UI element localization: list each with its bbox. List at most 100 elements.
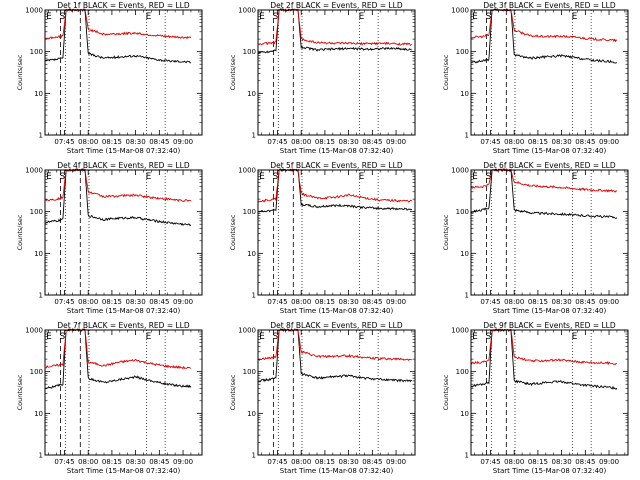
y-tick-label: 1 (465, 132, 469, 140)
x-tick-label: 09:00 (599, 458, 619, 466)
series-line-lld (45, 328, 192, 370)
x-tick-label: 08:45 (362, 138, 382, 146)
y-tick-label: 10 (247, 410, 256, 418)
x-axis-label: Start Time (15-Mar-08 07:32:40) (493, 307, 607, 315)
y-tick-label: 1000 (451, 167, 469, 175)
y-axis-label: Counts/sec (442, 54, 450, 90)
y-tick-label: 1 (465, 452, 469, 460)
event-marker-label: E (359, 12, 365, 22)
x-tick-label: 09:00 (599, 298, 619, 306)
x-tick-label: 08:30 (552, 298, 572, 306)
x-tick-label: 07:45 (480, 458, 500, 466)
chart-title: Det 2f BLACK = Events, RED = LLD (270, 1, 403, 10)
plot-frame (44, 329, 203, 456)
y-axis-label: Counts/sec (229, 214, 237, 250)
x-axis-label: Start Time (15-Mar-08 07:32:40) (67, 307, 181, 315)
event-marker-label: E (359, 332, 365, 342)
x-tick-label: 09:00 (173, 298, 193, 306)
y-axis-label: Counts/sec (442, 214, 450, 250)
series-line-lld (471, 328, 618, 366)
x-tick-label: 07:45 (267, 138, 287, 146)
y-tick-label: 1 (39, 132, 43, 140)
event-marker-label: E (46, 12, 52, 22)
series-line-lld (258, 328, 412, 361)
x-tick-label: 08:45 (575, 298, 595, 306)
x-tick-label: 08:15 (102, 298, 122, 306)
event-marker-label: S (273, 332, 279, 342)
y-tick-label: 1 (252, 132, 256, 140)
event-marker-label: E (146, 332, 152, 342)
event-marker-label: S (486, 12, 492, 22)
event-marker-label: E (46, 332, 52, 342)
chart-title: Det 1f BLACK = Events, RED = LLD (57, 1, 190, 10)
x-tick-label: 08:15 (528, 298, 548, 306)
y-tick-label: 1000 (451, 7, 469, 15)
x-tick-label: 07:45 (54, 298, 74, 306)
event-marker-label: E (259, 172, 265, 182)
series-line-events (471, 8, 618, 64)
series-line-lld (258, 168, 413, 203)
x-tick-label: 08:45 (362, 298, 382, 306)
series-line-events (45, 8, 192, 64)
x-tick-label: 07:45 (54, 458, 74, 466)
y-tick-label: 1000 (451, 327, 469, 335)
event-marker-label: E (572, 332, 578, 342)
x-tick-label: 08:45 (575, 138, 595, 146)
chart-title: Det 9f BLACK = Events, RED = LLD (483, 321, 616, 330)
y-tick-label: 1000 (25, 167, 43, 175)
event-marker-label: E (472, 172, 478, 182)
x-tick-label: 08:45 (575, 458, 595, 466)
x-tick-label: 08:45 (149, 138, 169, 146)
x-tick-label: 08:30 (339, 138, 359, 146)
x-axis-label: Start Time (15-Mar-08 07:32:40) (67, 467, 181, 475)
event-marker-label: S (486, 172, 492, 182)
chart-title: Det 5f BLACK = Events, RED = LLD (270, 161, 403, 170)
y-axis-label: Counts/sec (16, 214, 24, 250)
y-tick-label: 100 (456, 368, 469, 376)
y-axis-label: Counts/sec (442, 374, 450, 410)
y-axis-label: Counts/sec (16, 54, 24, 90)
plot-frame (470, 9, 629, 136)
x-tick-label: 08:15 (315, 298, 335, 306)
event-marker-label: E (359, 172, 365, 182)
x-tick-label: 08:00 (78, 458, 98, 466)
x-tick-label: 08:30 (552, 458, 572, 466)
x-tick-label: 08:00 (291, 458, 311, 466)
y-tick-label: 100 (30, 368, 43, 376)
plot-frame (44, 9, 203, 136)
event-marker-label: S (273, 172, 279, 182)
x-tick-label: 08:30 (339, 458, 359, 466)
y-tick-label: 100 (30, 208, 43, 216)
x-tick-label: 08:00 (291, 138, 311, 146)
y-tick-label: 100 (243, 48, 256, 56)
series-line-events (471, 328, 618, 390)
event-marker-label: E (259, 12, 265, 22)
plot-frame (470, 329, 629, 456)
x-tick-label: 08:00 (78, 298, 98, 306)
x-axis-label: Start Time (15-Mar-08 07:32:40) (280, 467, 394, 475)
y-tick-label: 1 (252, 452, 256, 460)
y-tick-label: 100 (243, 208, 256, 216)
y-tick-label: 100 (30, 48, 43, 56)
series-line-events (258, 327, 413, 383)
x-tick-label: 09:00 (173, 138, 193, 146)
x-tick-label: 07:45 (54, 138, 74, 146)
y-tick-label: 10 (34, 90, 43, 98)
chart-title: Det 3f BLACK = Events, RED = LLD (483, 1, 616, 10)
x-tick-label: 08:00 (504, 458, 524, 466)
y-tick-label: 100 (456, 48, 469, 56)
x-tick-label: 08:30 (552, 138, 572, 146)
series-line-events (258, 168, 413, 213)
y-tick-label: 10 (247, 90, 256, 98)
y-tick-label: 1000 (25, 327, 43, 335)
y-tick-label: 10 (460, 250, 469, 258)
event-marker-label: S (60, 12, 66, 22)
x-tick-label: 08:30 (339, 298, 359, 306)
series-line-events (471, 168, 618, 219)
chart-title: Det 4f BLACK = Events, RED = LLD (57, 161, 190, 170)
